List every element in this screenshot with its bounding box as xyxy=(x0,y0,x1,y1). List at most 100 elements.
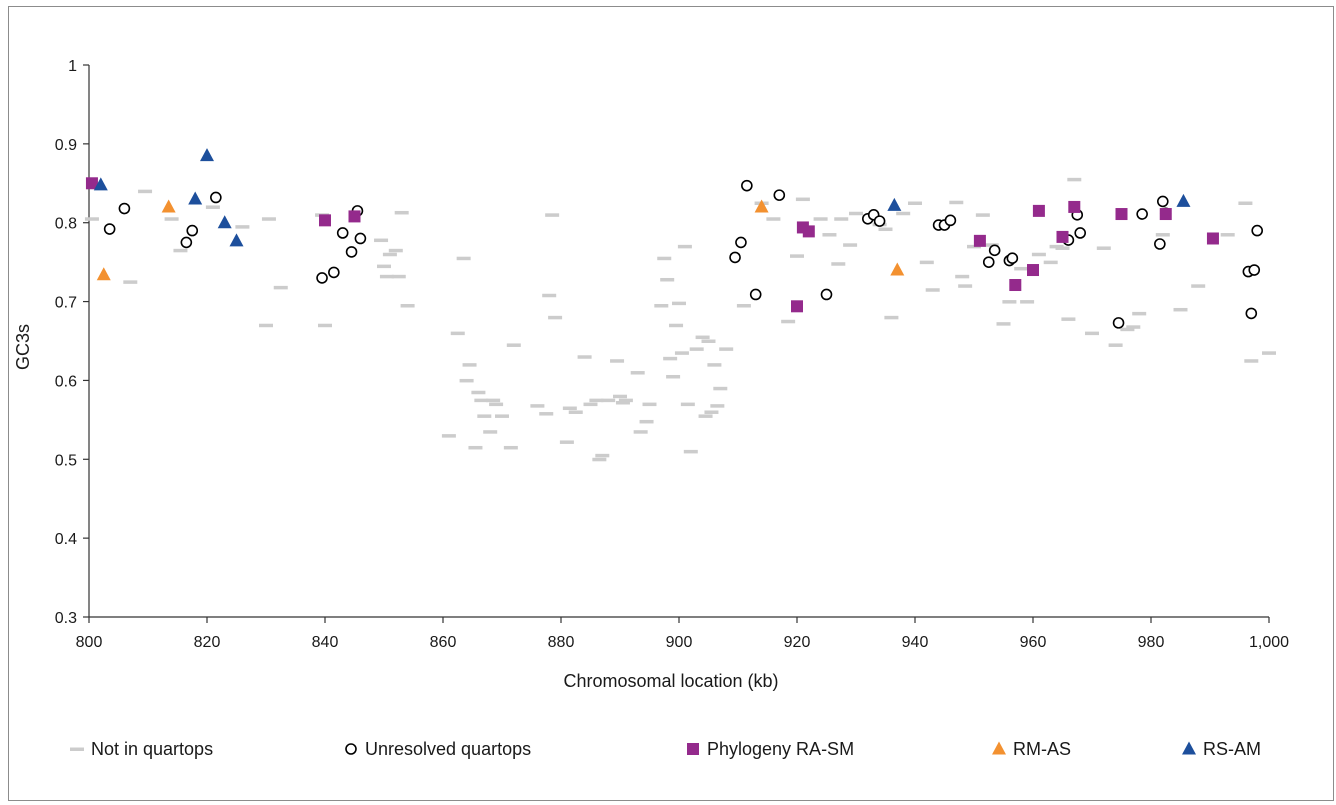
data-point xyxy=(873,215,886,227)
data-point xyxy=(822,233,837,237)
series-rm-as xyxy=(96,199,905,281)
data-point xyxy=(975,213,990,217)
data-point xyxy=(462,363,477,367)
data-point xyxy=(345,246,358,258)
series-not-in-quartops xyxy=(84,177,1276,462)
data-point xyxy=(348,210,361,223)
series-unresolved-quartops xyxy=(103,179,1263,329)
data-point xyxy=(400,304,415,308)
data-point xyxy=(639,419,654,424)
data-point xyxy=(503,445,518,450)
legend-label: RM-AS xyxy=(1013,739,1071,759)
data-point xyxy=(483,430,498,434)
data-point xyxy=(1006,252,1019,264)
legend-label: Unresolved quartops xyxy=(365,739,531,759)
data-point xyxy=(1238,201,1253,205)
x-tick-label: 880 xyxy=(548,634,575,651)
data-point xyxy=(887,197,902,211)
data-point xyxy=(259,323,273,328)
data-point xyxy=(630,371,645,375)
x-tick-label: 900 xyxy=(666,634,693,651)
legend-item: Phylogeny RA-SM xyxy=(687,739,854,759)
data-point xyxy=(562,406,577,411)
data-point xyxy=(988,244,1001,257)
legend-item: Unresolved quartops xyxy=(345,739,531,759)
series-phylogeny-ra-sm xyxy=(85,177,1219,313)
data-point xyxy=(729,251,741,264)
data-point xyxy=(1067,177,1082,182)
data-point xyxy=(450,331,465,336)
chart-frame: 0.3 0.4 0.5 0.6 0.7 0.8 0.9 1 800 820 840 860 880 900… xyxy=(8,6,1334,801)
data-point xyxy=(1108,343,1123,347)
data-point xyxy=(1014,266,1029,271)
data-point xyxy=(680,402,695,407)
data-point xyxy=(884,315,899,320)
data-point xyxy=(735,236,747,249)
data-point xyxy=(1159,208,1172,221)
data-point xyxy=(707,363,722,367)
legend-item: RM-AS xyxy=(992,739,1071,759)
data-point xyxy=(674,351,689,355)
legend-marker xyxy=(345,743,357,755)
y-axis-title: GC3s xyxy=(13,324,33,370)
data-point xyxy=(689,347,704,351)
data-point xyxy=(118,202,131,215)
data-point xyxy=(542,293,557,298)
data-point xyxy=(1096,246,1111,250)
x-tick-label: 1,000 xyxy=(1249,634,1289,651)
data-point xyxy=(683,449,698,454)
data-point xyxy=(589,398,604,403)
data-point xyxy=(84,217,99,221)
data-point xyxy=(831,262,846,266)
data-point xyxy=(328,266,340,279)
data-point xyxy=(660,277,675,282)
data-point xyxy=(474,398,489,403)
data-point xyxy=(1061,317,1076,321)
legend-label: Not in quartops xyxy=(91,739,213,759)
y-tick-label: 0.5 xyxy=(55,452,77,469)
legend-marker xyxy=(687,743,699,755)
data-point xyxy=(489,402,504,407)
data-point xyxy=(394,210,409,215)
y-tick-label: 0.7 xyxy=(55,295,77,312)
data-point xyxy=(1191,284,1206,288)
data-point xyxy=(908,201,922,205)
data-point xyxy=(719,347,734,351)
data-point xyxy=(1068,200,1081,213)
data-point xyxy=(1043,260,1058,265)
x-tick-label: 960 xyxy=(1020,634,1047,651)
data-point xyxy=(85,177,98,190)
data-point xyxy=(539,412,554,416)
data-point xyxy=(1112,317,1125,329)
x-tick-label: 840 xyxy=(312,634,339,651)
data-point xyxy=(610,359,625,363)
data-point xyxy=(568,410,583,414)
data-point xyxy=(374,238,389,243)
data-point xyxy=(103,223,116,235)
data-point xyxy=(186,224,199,237)
data-point xyxy=(666,374,681,379)
data-point xyxy=(955,274,970,279)
data-point xyxy=(741,179,753,192)
data-point xyxy=(1009,279,1022,292)
scatter-chart: 0.3 0.4 0.5 0.6 0.7 0.8 0.9 1 800 820 840 860 880 900… xyxy=(13,58,1289,759)
data-point xyxy=(663,356,678,361)
data-point xyxy=(1031,252,1046,257)
data-point xyxy=(506,343,521,347)
axes: 0.3 0.4 0.5 0.6 0.7 0.8 0.9 1 800 820 840 860 880 900… xyxy=(55,58,1289,651)
data-point xyxy=(456,256,471,261)
data-point xyxy=(229,233,244,247)
data-point xyxy=(949,200,964,205)
data-point xyxy=(766,217,781,221)
data-point xyxy=(235,225,250,229)
x-tick-label: 820 xyxy=(194,634,221,651)
y-tick-label: 0.4 xyxy=(55,531,77,548)
data-point xyxy=(1085,331,1099,336)
data-point xyxy=(1155,233,1170,237)
data-point xyxy=(925,288,940,292)
data-point xyxy=(261,217,276,221)
data-point xyxy=(919,260,934,265)
data-point xyxy=(316,272,328,284)
data-point xyxy=(138,189,153,194)
data-point xyxy=(1115,208,1128,221)
